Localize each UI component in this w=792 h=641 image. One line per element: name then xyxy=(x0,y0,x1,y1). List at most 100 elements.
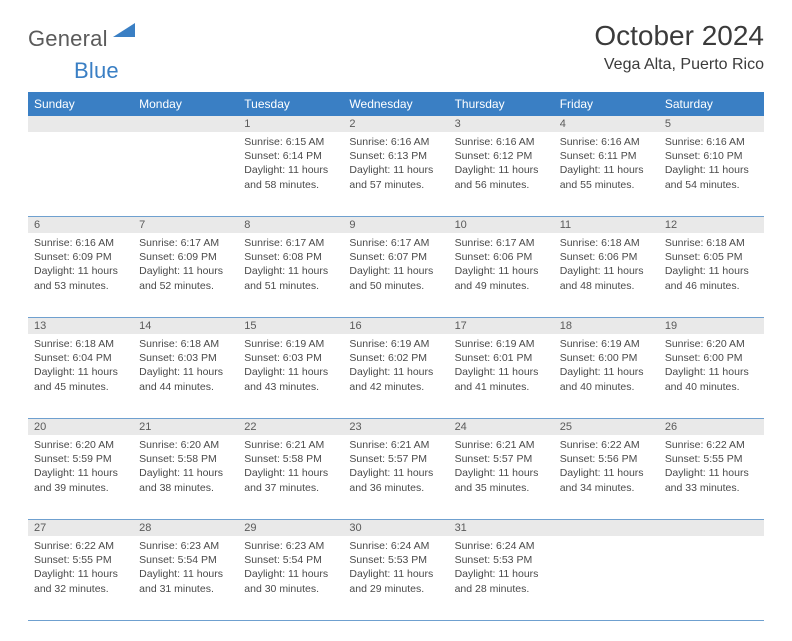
day-detail: Sunrise: 6:19 AMSunset: 6:03 PMDaylight:… xyxy=(238,334,343,400)
weekday-header: Wednesday xyxy=(343,92,448,116)
weekday-header: Thursday xyxy=(449,92,554,116)
day-cell: Sunrise: 6:18 AMSunset: 6:04 PMDaylight:… xyxy=(28,334,133,419)
day-detail: Sunrise: 6:17 AMSunset: 6:06 PMDaylight:… xyxy=(449,233,554,299)
day-number-cell xyxy=(554,520,659,537)
day-number-cell: 6 xyxy=(28,217,133,234)
day-detail: Sunrise: 6:24 AMSunset: 5:53 PMDaylight:… xyxy=(343,536,448,602)
day-cell: Sunrise: 6:16 AMSunset: 6:09 PMDaylight:… xyxy=(28,233,133,318)
day-number-cell: 24 xyxy=(449,419,554,436)
day-number-cell: 29 xyxy=(238,520,343,537)
day-content-row: Sunrise: 6:20 AMSunset: 5:59 PMDaylight:… xyxy=(28,435,764,520)
day-cell: Sunrise: 6:19 AMSunset: 6:03 PMDaylight:… xyxy=(238,334,343,419)
day-number-cell: 25 xyxy=(554,419,659,436)
day-detail: Sunrise: 6:19 AMSunset: 6:02 PMDaylight:… xyxy=(343,334,448,400)
day-cell xyxy=(28,132,133,217)
day-cell: Sunrise: 6:19 AMSunset: 6:01 PMDaylight:… xyxy=(449,334,554,419)
day-detail: Sunrise: 6:16 AMSunset: 6:11 PMDaylight:… xyxy=(554,132,659,198)
day-detail: Sunrise: 6:21 AMSunset: 5:57 PMDaylight:… xyxy=(449,435,554,501)
day-number-row: 20212223242526 xyxy=(28,419,764,436)
day-detail: Sunrise: 6:16 AMSunset: 6:10 PMDaylight:… xyxy=(659,132,764,198)
day-detail: Sunrise: 6:20 AMSunset: 6:00 PMDaylight:… xyxy=(659,334,764,400)
day-cell xyxy=(133,132,238,217)
day-detail: Sunrise: 6:21 AMSunset: 5:57 PMDaylight:… xyxy=(343,435,448,501)
day-detail: Sunrise: 6:18 AMSunset: 6:06 PMDaylight:… xyxy=(554,233,659,299)
logo: General xyxy=(28,20,137,52)
day-number-cell: 18 xyxy=(554,318,659,335)
day-cell: Sunrise: 6:19 AMSunset: 6:02 PMDaylight:… xyxy=(343,334,448,419)
day-cell: Sunrise: 6:17 AMSunset: 6:06 PMDaylight:… xyxy=(449,233,554,318)
day-cell: Sunrise: 6:24 AMSunset: 5:53 PMDaylight:… xyxy=(343,536,448,621)
day-detail: Sunrise: 6:20 AMSunset: 5:58 PMDaylight:… xyxy=(133,435,238,501)
day-cell: Sunrise: 6:21 AMSunset: 5:58 PMDaylight:… xyxy=(238,435,343,520)
day-detail: Sunrise: 6:17 AMSunset: 6:08 PMDaylight:… xyxy=(238,233,343,299)
day-cell: Sunrise: 6:21 AMSunset: 5:57 PMDaylight:… xyxy=(449,435,554,520)
weekday-header: Saturday xyxy=(659,92,764,116)
day-detail: Sunrise: 6:22 AMSunset: 5:56 PMDaylight:… xyxy=(554,435,659,501)
day-detail: Sunrise: 6:19 AMSunset: 6:01 PMDaylight:… xyxy=(449,334,554,400)
day-cell: Sunrise: 6:16 AMSunset: 6:13 PMDaylight:… xyxy=(343,132,448,217)
day-detail: Sunrise: 6:22 AMSunset: 5:55 PMDaylight:… xyxy=(28,536,133,602)
day-cell: Sunrise: 6:16 AMSunset: 6:12 PMDaylight:… xyxy=(449,132,554,217)
day-number-cell: 11 xyxy=(554,217,659,234)
weekday-header: Tuesday xyxy=(238,92,343,116)
day-number-cell: 3 xyxy=(449,116,554,132)
day-cell: Sunrise: 6:18 AMSunset: 6:05 PMDaylight:… xyxy=(659,233,764,318)
day-cell: Sunrise: 6:16 AMSunset: 6:11 PMDaylight:… xyxy=(554,132,659,217)
day-number-cell: 8 xyxy=(238,217,343,234)
day-number-cell: 4 xyxy=(554,116,659,132)
logo-triangle-icon xyxy=(113,23,135,46)
day-cell: Sunrise: 6:24 AMSunset: 5:53 PMDaylight:… xyxy=(449,536,554,621)
weekday-header: Sunday xyxy=(28,92,133,116)
day-cell: Sunrise: 6:16 AMSunset: 6:10 PMDaylight:… xyxy=(659,132,764,217)
day-detail: Sunrise: 6:18 AMSunset: 6:05 PMDaylight:… xyxy=(659,233,764,299)
day-number-cell: 12 xyxy=(659,217,764,234)
day-detail: Sunrise: 6:18 AMSunset: 6:04 PMDaylight:… xyxy=(28,334,133,400)
day-cell: Sunrise: 6:23 AMSunset: 5:54 PMDaylight:… xyxy=(133,536,238,621)
day-number-cell: 22 xyxy=(238,419,343,436)
day-detail: Sunrise: 6:16 AMSunset: 6:12 PMDaylight:… xyxy=(449,132,554,198)
day-number-cell: 5 xyxy=(659,116,764,132)
day-detail: Sunrise: 6:15 AMSunset: 6:14 PMDaylight:… xyxy=(238,132,343,198)
day-number-cell: 13 xyxy=(28,318,133,335)
day-cell: Sunrise: 6:17 AMSunset: 6:08 PMDaylight:… xyxy=(238,233,343,318)
day-number-cell: 27 xyxy=(28,520,133,537)
day-number-row: 13141516171819 xyxy=(28,318,764,335)
day-cell: Sunrise: 6:21 AMSunset: 5:57 PMDaylight:… xyxy=(343,435,448,520)
day-number-cell: 15 xyxy=(238,318,343,335)
day-cell: Sunrise: 6:20 AMSunset: 5:59 PMDaylight:… xyxy=(28,435,133,520)
month-title: October 2024 xyxy=(594,20,764,52)
day-cell: Sunrise: 6:22 AMSunset: 5:55 PMDaylight:… xyxy=(28,536,133,621)
day-detail: Sunrise: 6:20 AMSunset: 5:59 PMDaylight:… xyxy=(28,435,133,501)
day-number-cell: 10 xyxy=(449,217,554,234)
day-number-cell: 16 xyxy=(343,318,448,335)
day-detail: Sunrise: 6:22 AMSunset: 5:55 PMDaylight:… xyxy=(659,435,764,501)
day-number-row: 12345 xyxy=(28,116,764,132)
day-detail: Sunrise: 6:23 AMSunset: 5:54 PMDaylight:… xyxy=(238,536,343,602)
day-number-cell: 19 xyxy=(659,318,764,335)
day-number-cell: 30 xyxy=(343,520,448,537)
day-number-cell: 28 xyxy=(133,520,238,537)
day-number-cell: 2 xyxy=(343,116,448,132)
day-number-cell: 26 xyxy=(659,419,764,436)
day-cell: Sunrise: 6:17 AMSunset: 6:07 PMDaylight:… xyxy=(343,233,448,318)
day-detail: Sunrise: 6:19 AMSunset: 6:00 PMDaylight:… xyxy=(554,334,659,400)
day-number-cell: 23 xyxy=(343,419,448,436)
day-detail: Sunrise: 6:16 AMSunset: 6:13 PMDaylight:… xyxy=(343,132,448,198)
day-detail: Sunrise: 6:16 AMSunset: 6:09 PMDaylight:… xyxy=(28,233,133,299)
day-cell: Sunrise: 6:22 AMSunset: 5:56 PMDaylight:… xyxy=(554,435,659,520)
day-number-cell: 17 xyxy=(449,318,554,335)
day-cell: Sunrise: 6:18 AMSunset: 6:03 PMDaylight:… xyxy=(133,334,238,419)
day-number-cell xyxy=(659,520,764,537)
day-number-cell: 9 xyxy=(343,217,448,234)
day-cell: Sunrise: 6:20 AMSunset: 6:00 PMDaylight:… xyxy=(659,334,764,419)
calendar-table: SundayMondayTuesdayWednesdayThursdayFrid… xyxy=(28,92,764,621)
day-number-cell: 31 xyxy=(449,520,554,537)
day-content-row: Sunrise: 6:22 AMSunset: 5:55 PMDaylight:… xyxy=(28,536,764,621)
weekday-header: Monday xyxy=(133,92,238,116)
day-cell: Sunrise: 6:17 AMSunset: 6:09 PMDaylight:… xyxy=(133,233,238,318)
day-number-cell xyxy=(28,116,133,132)
day-cell: Sunrise: 6:15 AMSunset: 6:14 PMDaylight:… xyxy=(238,132,343,217)
day-cell xyxy=(659,536,764,621)
day-detail: Sunrise: 6:24 AMSunset: 5:53 PMDaylight:… xyxy=(449,536,554,602)
day-number-cell: 14 xyxy=(133,318,238,335)
